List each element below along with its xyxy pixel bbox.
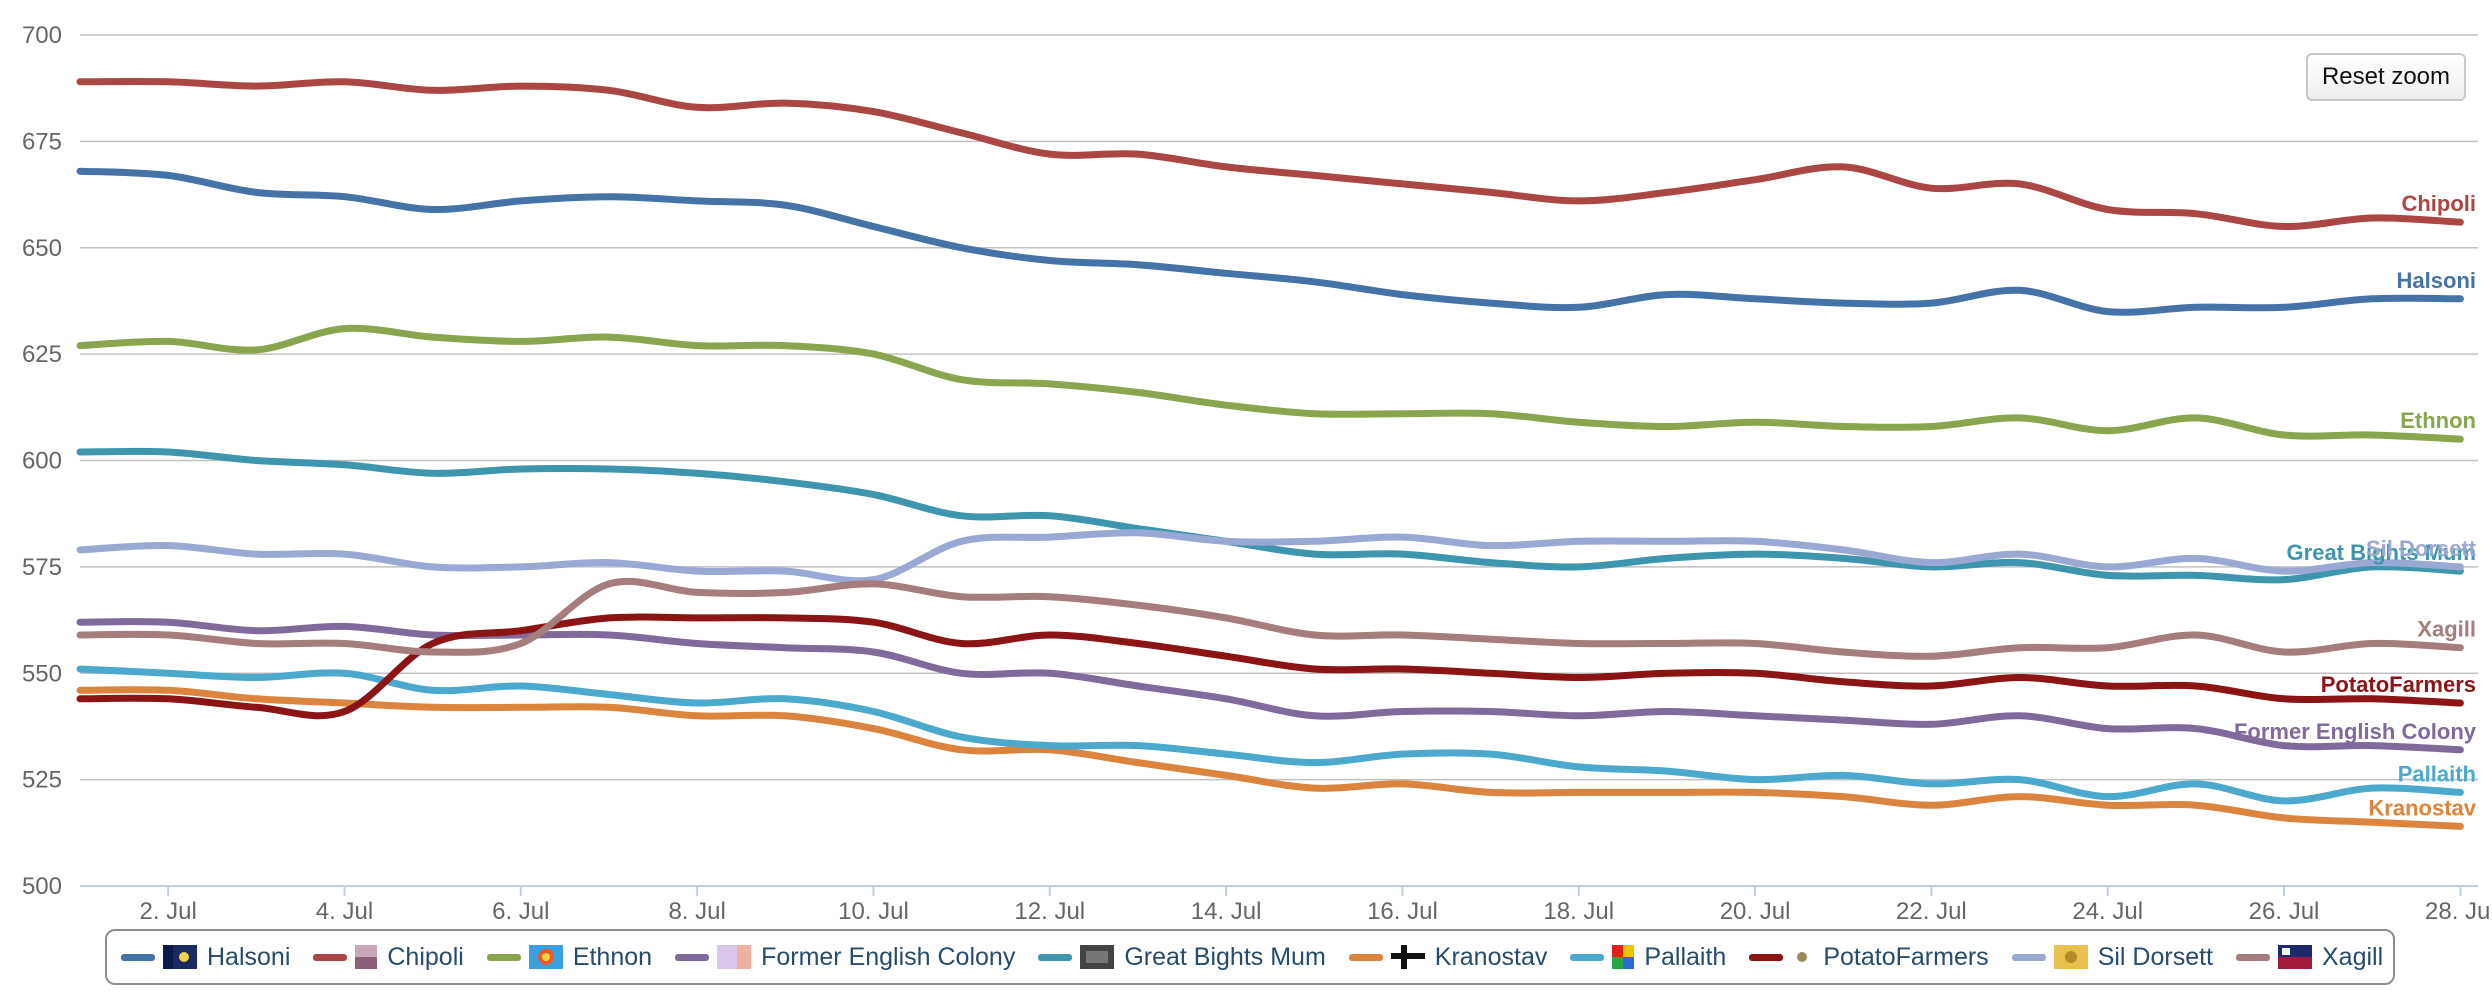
y-tick-label: 525 — [22, 767, 62, 794]
x-tick-label: 18. Jul — [1543, 898, 1614, 925]
end-label: Sil Dorsett — [2366, 536, 2477, 561]
x-tick-label: 10. Jul — [838, 898, 909, 925]
x-tick-label: 22. Jul — [1896, 898, 1967, 925]
series-line-potatofarmers[interactable] — [76, 613, 2464, 720]
series-line-chipoli[interactable] — [76, 77, 2464, 231]
x-tick-label: 12. Jul — [1014, 898, 1085, 925]
legend-swatch — [675, 953, 710, 961]
legend-item-pallaith[interactable]: Pallaith — [1570, 943, 1726, 972]
y-tick-label: 550 — [22, 660, 62, 687]
end-label: Great Bights Mum — [2287, 540, 2476, 565]
flag-potatofarmers-icon — [1791, 945, 1813, 969]
legend-label: Great Bights Mum — [1124, 942, 1326, 971]
legend-swatch — [1038, 953, 1073, 961]
legend-item-ethnon[interactable]: Ethnon — [486, 942, 653, 972]
flag-halsoni-icon — [163, 945, 197, 969]
end-label: Halsoni — [2397, 268, 2476, 293]
flag-chipoli-icon — [355, 945, 378, 969]
series-line-halsoni[interactable] — [76, 167, 2464, 316]
legend-item-sil-dorsett[interactable]: Sil Dorsett — [2011, 942, 2213, 972]
flag-kranostav-icon — [1390, 945, 1425, 969]
legend-label: Former English Colony — [761, 942, 1016, 971]
series-line-xagill[interactable] — [76, 577, 2464, 660]
flag-former-english-colony-icon — [717, 945, 752, 969]
y-tick-label: 650 — [22, 235, 62, 262]
legend-item-chipoli[interactable]: Chipoli — [313, 942, 464, 972]
legend-label: Halsoni — [207, 942, 291, 971]
end-label: Ethnon — [2400, 408, 2476, 433]
y-tick-label: 600 — [22, 448, 62, 475]
flag-great-bights-mum-icon — [1080, 945, 1115, 969]
legend-swatch — [2011, 953, 2046, 961]
flag-pallaith-icon — [1612, 945, 1635, 969]
x-tick-label: 24. Jul — [2072, 898, 2143, 925]
legend-swatch — [1348, 953, 1383, 961]
end-label: Chipoli — [2401, 191, 2476, 216]
y-tick-label: 625 — [22, 341, 62, 368]
series-line-pallaith[interactable] — [76, 665, 2464, 805]
x-tick-label: 6. Jul — [492, 898, 549, 925]
flag-sil-dorsett-icon — [2053, 945, 2088, 969]
x-tick-label: 26. Jul — [2249, 898, 2320, 925]
x-tick-label: 20. Jul — [1720, 898, 1791, 925]
x-tick-label: 2. Jul — [139, 898, 196, 925]
series-line-kranostav[interactable] — [76, 686, 2464, 830]
legend-label: Chipoli — [387, 942, 464, 971]
end-label: Former English Colony — [2234, 719, 2477, 744]
legend-item-great-bights-mum[interactable]: Great Bights Mum — [1038, 942, 1326, 972]
x-tick-label: 28. Jul — [2425, 898, 2492, 925]
x-tick-label: 14. Jul — [1191, 898, 1262, 925]
reset-zoom-button[interactable]: Reset zoom — [2306, 53, 2466, 101]
legend-swatch — [121, 953, 155, 961]
legend-item-kranostav[interactable]: Kranostav — [1348, 942, 1548, 972]
series-line-ethnon[interactable] — [76, 324, 2464, 443]
chart-legend: Halsoni Chipoli Ethnon Former English Colon… — [105, 929, 2395, 985]
legend-swatch — [313, 953, 348, 961]
x-tick-label: 16. Jul — [1367, 898, 1438, 925]
series-lines — [76, 77, 2464, 830]
end-label: PotatoFarmers — [2321, 672, 2476, 697]
legend-swatch — [2236, 953, 2270, 961]
series-line-great-bights-mum[interactable] — [76, 447, 2464, 584]
end-label: Xagill — [2417, 617, 2476, 642]
legend-swatch — [1570, 953, 1605, 961]
x-axis-labels: 2. Jul 4. Jul 6. Jul 8. Jul 10. Jul 12. Jul 14… — [139, 898, 2492, 925]
series-end-labels: Chipoli Halsoni Ethnon Great Bights MumSil … — [2234, 191, 2477, 820]
flag-xagill-icon — [2278, 945, 2312, 969]
legend-item-potatofarmers[interactable]: PotatoFarmers — [1749, 942, 1989, 972]
legend-label: Xagill — [2322, 942, 2384, 971]
x-tick-label: 4. Jul — [316, 898, 373, 925]
legend-label: Kranostav — [1434, 942, 1548, 971]
legend-label: Ethnon — [572, 942, 653, 971]
y-tick-label: 700 — [22, 22, 62, 49]
y-tick-label: 500 — [22, 873, 62, 900]
series-line-sil-dorsett[interactable] — [76, 529, 2464, 585]
end-label: Kranostav — [2368, 795, 2476, 820]
grid-lines — [80, 34, 2478, 896]
flag-ethnon-icon — [528, 945, 563, 969]
legend-label: PotatoFarmers — [1823, 942, 1989, 971]
x-tick-label: 8. Jul — [668, 898, 725, 925]
legend-item-former-english-colony[interactable]: Former English Colony — [675, 943, 1015, 972]
y-tick-label: 675 — [22, 128, 62, 155]
y-axis-labels: 500 525 550 575 600 625 650 675 700 — [22, 22, 62, 900]
legend-item-xagill[interactable]: Xagill — [2236, 943, 2383, 972]
legend-item-halsoni[interactable]: Halsoni — [121, 943, 290, 972]
legend-swatch — [1749, 953, 1784, 961]
legend-label: Sil Dorsett — [2097, 942, 2213, 971]
y-tick-label: 575 — [22, 554, 62, 581]
end-label: Pallaith — [2398, 761, 2476, 786]
legend-swatch — [486, 953, 521, 961]
legend-label: Pallaith — [1644, 942, 1727, 971]
